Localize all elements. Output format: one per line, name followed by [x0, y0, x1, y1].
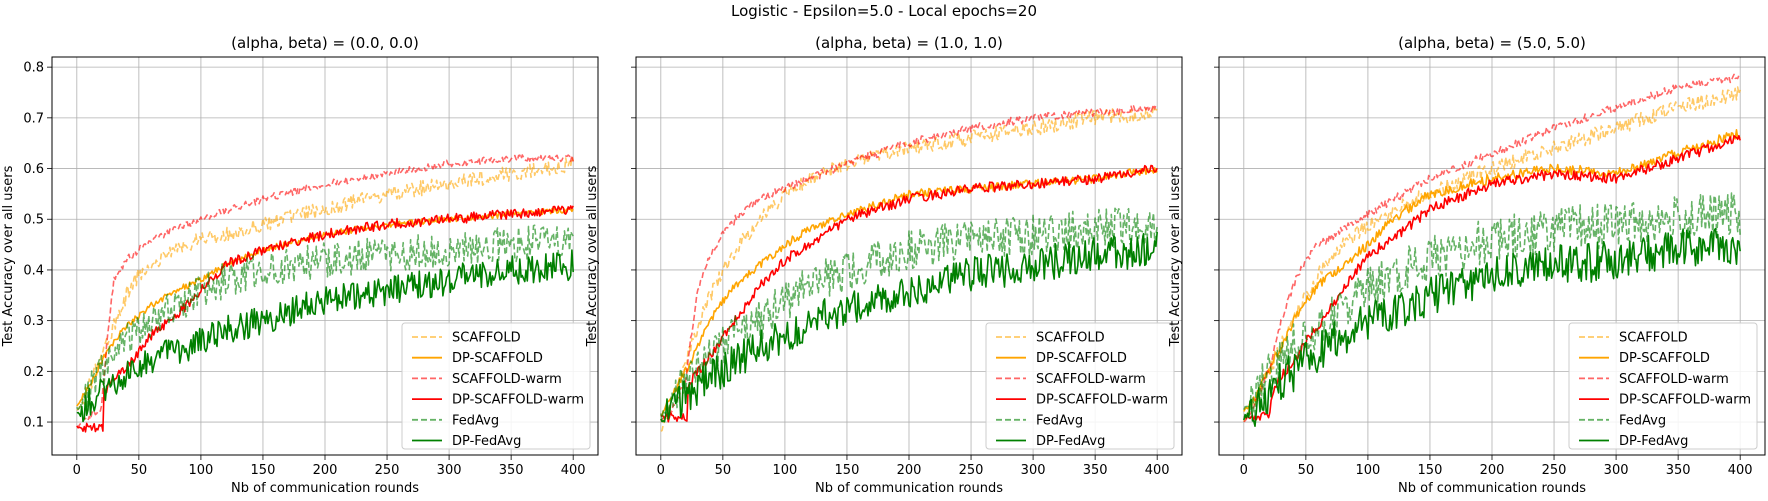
- y-tick-label: 0.1: [23, 416, 44, 431]
- axes-frame: [635, 56, 1183, 456]
- legend-box: [1568, 322, 1758, 450]
- x-tick-label: 250: [959, 463, 984, 478]
- x-axis-label: Nb of communication rounds: [231, 481, 419, 496]
- x-tick-label: 300: [437, 463, 462, 478]
- legend-label: DP-FedAvg: [1036, 434, 1105, 449]
- y-tick-label: 0.4: [23, 263, 44, 278]
- x-tick-label: 50: [1298, 463, 1315, 478]
- legend: SCAFFOLD DP-SCAFFOLD SCAFFOLD-warm DP-SCAFF…: [401, 322, 591, 450]
- x-tick-label: 150: [251, 463, 276, 478]
- series-line-scaffold: [1243, 86, 1741, 422]
- y-tick-label: 0.8: [23, 61, 44, 76]
- legend-box: [985, 322, 1175, 450]
- series-line-scaffold-warm: [76, 154, 574, 428]
- legend-label: FedAvg: [1036, 413, 1083, 428]
- x-tick-label: 150: [835, 463, 860, 478]
- x-tick-label: 50: [131, 463, 148, 478]
- panel-title: (alpha, beta) = (0.0, 0.0): [231, 34, 419, 52]
- legend-label: DP-SCAFFOLD-warm: [1619, 393, 1751, 408]
- series-line-fedavg: [76, 224, 574, 413]
- axes-frame: [1218, 56, 1766, 456]
- legend-label: SCAFFOLD: [452, 331, 521, 346]
- legend-label: DP-SCAFFOLD: [1619, 351, 1710, 366]
- legend-label: SCAFFOLD-warm: [1036, 372, 1146, 387]
- legend-label: DP-FedAvg: [452, 434, 521, 449]
- legend-label: FedAvg: [1619, 413, 1666, 428]
- series-line-dp-fedavg: [1243, 227, 1741, 427]
- x-tick-label: 200: [313, 463, 338, 478]
- axes-frame: [51, 56, 599, 456]
- legend-label: SCAFFOLD-warm: [1619, 372, 1729, 387]
- x-tick-label: 400: [561, 463, 586, 478]
- legend-label: DP-SCAFFOLD-warm: [1036, 393, 1168, 408]
- legend-box: [401, 322, 591, 450]
- y-tick-label: 0.7: [23, 111, 44, 126]
- x-axis-label: Nb of communication rounds: [1398, 481, 1586, 496]
- x-tick-label: 300: [1604, 463, 1629, 478]
- series-line-dp-scaffold-warm: [660, 164, 1158, 423]
- y-tick-label: 0.3: [23, 314, 44, 329]
- figure-suptitle: Logistic - Epsilon=5.0 - Local epochs=20: [731, 2, 1037, 20]
- series-line-scaffold-warm: [1243, 73, 1741, 423]
- x-tick-label: 400: [1728, 463, 1753, 478]
- x-tick-label: 350: [1666, 463, 1691, 478]
- x-tick-label: 100: [1355, 463, 1380, 478]
- x-tick-label: 100: [188, 463, 213, 478]
- x-axis-label: Nb of communication rounds: [815, 481, 1003, 496]
- x-tick-label: 0: [657, 463, 665, 478]
- legend-label: DP-SCAFFOLD: [452, 351, 543, 366]
- series-group: [1243, 73, 1741, 427]
- legend-label: DP-SCAFFOLD-warm: [452, 393, 584, 408]
- legend: SCAFFOLD DP-SCAFFOLD SCAFFOLD-warm DP-SCAFF…: [1568, 322, 1758, 450]
- series-line-scaffold: [76, 156, 574, 411]
- series-line-fedavg: [660, 207, 1158, 421]
- x-tick-label: 0: [73, 463, 81, 478]
- y-axis-label: Test Accuracy over all users: [1, 165, 16, 347]
- x-tick-label: 350: [499, 463, 524, 478]
- x-tick-label: 0: [1240, 463, 1248, 478]
- series-line-dp-scaffold: [1243, 129, 1741, 412]
- x-tick-label: 200: [897, 463, 922, 478]
- legend-label: DP-FedAvg: [1619, 434, 1688, 449]
- x-tick-label: 250: [375, 463, 400, 478]
- legend-label: SCAFFOLD: [1619, 331, 1688, 346]
- legend: SCAFFOLD DP-SCAFFOLD SCAFFOLD-warm DP-SCAFF…: [985, 322, 1175, 450]
- x-tick-label: 300: [1021, 463, 1046, 478]
- x-tick-label: 350: [1083, 463, 1108, 478]
- series-line-dp-scaffold-warm: [1243, 134, 1741, 421]
- series-line-dp-fedavg: [660, 231, 1158, 423]
- legend-label: SCAFFOLD: [1036, 331, 1105, 346]
- x-tick-label: 100: [772, 463, 797, 478]
- series-group: [76, 154, 574, 433]
- x-tick-label: 200: [1480, 463, 1505, 478]
- series-line-dp-fedavg: [76, 249, 574, 423]
- x-tick-label: 250: [1542, 463, 1567, 478]
- panels: 0 50 100 150 200 250 300 350 400 0.1 0.2 0.3 0.4 0.5 0…: [1, 34, 1766, 496]
- x-tick-label: 400: [1145, 463, 1170, 478]
- chart-panel-2: 0 50 100 150 200 250 300 350 400 (alpha, beta) = …: [585, 34, 1183, 496]
- y-axis-label: Test Accuracy over all users: [585, 165, 600, 347]
- legend-label: SCAFFOLD-warm: [452, 372, 562, 387]
- series-line-scaffold: [660, 106, 1158, 432]
- chart-panel-1: 0 50 100 150 200 250 300 350 400 0.1 0.2 0.3 0.4 0.5 0…: [1, 34, 599, 496]
- y-axis-label: Test Accuracy over all users: [1168, 165, 1183, 347]
- series-group: [660, 103, 1158, 432]
- y-tick-label: 0.6: [23, 162, 44, 177]
- legend-label: FedAvg: [452, 413, 499, 428]
- series-line-scaffold-warm: [660, 103, 1158, 422]
- panel-title: (alpha, beta) = (1.0, 1.0): [815, 34, 1003, 52]
- x-tick-label: 150: [1418, 463, 1443, 478]
- legend-label: DP-SCAFFOLD: [1036, 351, 1127, 366]
- x-tick-label: 50: [715, 463, 732, 478]
- panel-title: (alpha, beta) = (5.0, 5.0): [1398, 34, 1586, 52]
- chart-panel-3: 0 50 100 150 200 250 300 350 400 (alpha, beta) = …: [1168, 34, 1766, 496]
- y-tick-label: 0.5: [23, 213, 44, 228]
- y-tick-label: 0.2: [23, 365, 44, 380]
